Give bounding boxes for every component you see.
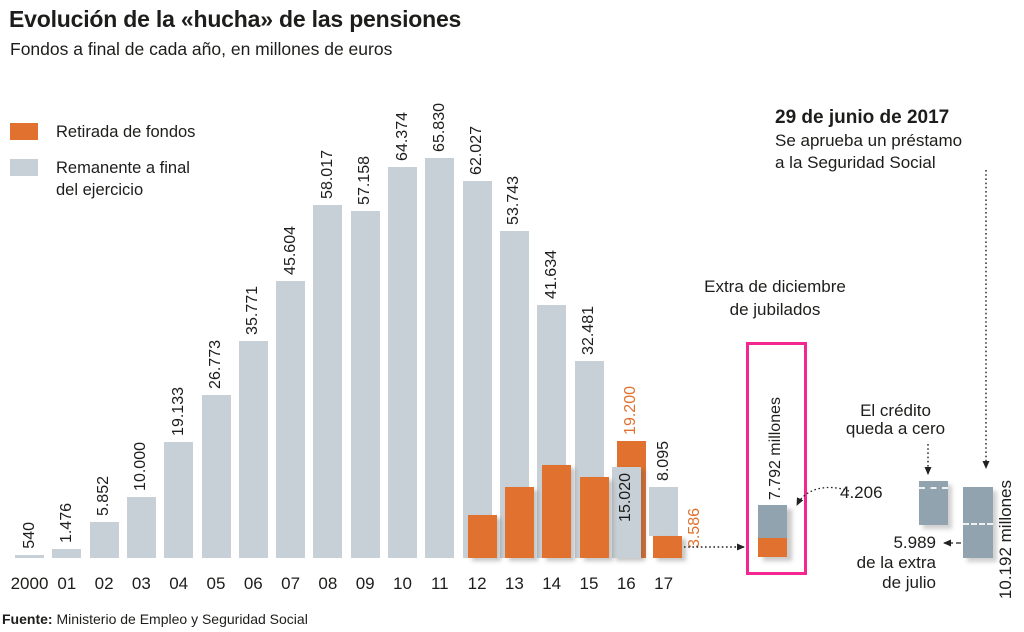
value-label-remanente-06: 35.771 (244, 286, 262, 335)
axis-label-13: 13 (504, 574, 524, 593)
axis-label-03: 03 (131, 574, 151, 593)
axis-label-09: 09 (355, 574, 375, 593)
axis-label-2000: 2000 (10, 574, 49, 593)
axis-label-05: 05 (206, 574, 226, 593)
extra-december-note: Extra de diciembre de jubilados (704, 277, 846, 319)
axis-label-16: 16 (616, 574, 636, 593)
bar-remanente-10 (388, 167, 417, 558)
value-label-remanente-12: 62.027 (468, 126, 486, 175)
value-label-remanente-09: 57.158 (356, 156, 374, 205)
axis-label-10: 10 (393, 574, 412, 593)
bar-remanente-01 (52, 549, 82, 558)
value-label-remanente-03: 10.000 (132, 442, 150, 491)
axis-label-02: 02 (94, 574, 114, 593)
bar-remanente-03 (126, 497, 156, 558)
bar-remanente-17 (649, 487, 679, 536)
value-label-remanente-05: 26.773 (207, 340, 224, 389)
bar-remanente-02 (89, 522, 119, 558)
bar-remanente-09 (350, 211, 380, 558)
july-extra-note: 5.989 de la extra de julio (856, 533, 936, 592)
bar-retirada-17 (653, 536, 683, 558)
value-label-remanente-16: 15.020 (617, 473, 635, 522)
value-label-remanente-13: 53.743 (505, 176, 523, 225)
extra-bar-gray-segment (758, 505, 787, 538)
credit-zero-note: El crédito queda a cero (845, 401, 946, 438)
bar-remanente-12 (462, 181, 492, 558)
legend-item-retirada: Retirada de fondos (10, 123, 195, 143)
value-label-remanente-17: 8.095 (654, 440, 672, 481)
source-note: Fuente: Ministerio de Empleo y Seguridad… (2, 611, 308, 627)
axis-label-01: 01 (57, 574, 77, 593)
bar-retirada-13 (504, 487, 534, 558)
value-label-remanente-07: 45.604 (281, 226, 299, 275)
bar-remanente-05 (201, 395, 231, 558)
axis-label-12: 12 (467, 574, 487, 593)
bar-retirada-15 (579, 477, 609, 558)
value-label-remanente-08: 58.017 (318, 150, 336, 199)
legend-label-retirada: Retirada de fondos (56, 123, 196, 141)
axis-label-17: 17 (654, 574, 674, 593)
extra-december-bar (758, 505, 787, 557)
value-label-retirada-17: 3.586 (686, 507, 703, 548)
bar-remanente-08 (313, 205, 343, 558)
loan-bar-dash (963, 523, 993, 525)
retirada-swatch-icon (10, 123, 38, 140)
bar-remanente-06 (238, 341, 268, 558)
axis-label-08: 08 (318, 574, 338, 593)
extra-total-label: 7.792 millones (767, 396, 784, 500)
page-title: Evolución de la «hucha» de las pensiones (9, 6, 462, 32)
value-label-remanente-11: 65.830 (430, 103, 448, 152)
value-label-remanente-04: 19.133 (169, 387, 187, 436)
bar-remanente-11 (425, 158, 455, 558)
axis-label-15: 15 (579, 574, 599, 593)
gray-segment-value: 4.206 (840, 483, 883, 502)
value-label-retirada-16: 19.200 (622, 386, 640, 435)
highlight-box (746, 342, 807, 575)
value-label-remanente-01: 1.476 (57, 502, 75, 543)
legend: Retirada de fondos Remanente a final del… (10, 123, 195, 201)
bar-retirada-12 (467, 515, 497, 558)
bar-remanente-04 (164, 442, 194, 558)
legend-item-remanente: Remanente a final del ejercicio (10, 159, 195, 201)
value-label-remanente-15: 32.481 (580, 306, 597, 355)
extra-bar-orange-segment (758, 538, 787, 557)
loan-bar (963, 487, 993, 558)
value-label-remanente-10: 64.374 (393, 112, 411, 161)
value-label-remanente-14: 41.634 (542, 250, 560, 299)
bar-retirada-14 (542, 465, 572, 558)
credit-bar-dash (919, 487, 948, 489)
loan-total-label: 10.192 millones (996, 479, 1015, 599)
axis-label-06: 06 (243, 574, 263, 593)
bar-remanente-07 (276, 281, 306, 558)
remanente-swatch-icon (10, 159, 38, 176)
value-label-remanente-02: 5.852 (95, 475, 113, 516)
axis-label-11: 11 (430, 574, 449, 593)
axis-label-07: 07 (281, 574, 301, 593)
axis-label-04: 04 (169, 574, 189, 593)
value-label-remanente-2000: 540 (20, 522, 38, 549)
loan-approval-note: 29 de junio de 2017 Se aprueba un présta… (775, 107, 963, 172)
bar-remanente-16 (611, 467, 641, 558)
bar-remanente-2000 (15, 555, 44, 558)
axis-label-14: 14 (542, 574, 562, 593)
chart-subtitle: Fondos a final de cada año, en millones … (10, 39, 393, 59)
legend-label-remanente: Remanente a final del ejercicio (56, 159, 190, 199)
